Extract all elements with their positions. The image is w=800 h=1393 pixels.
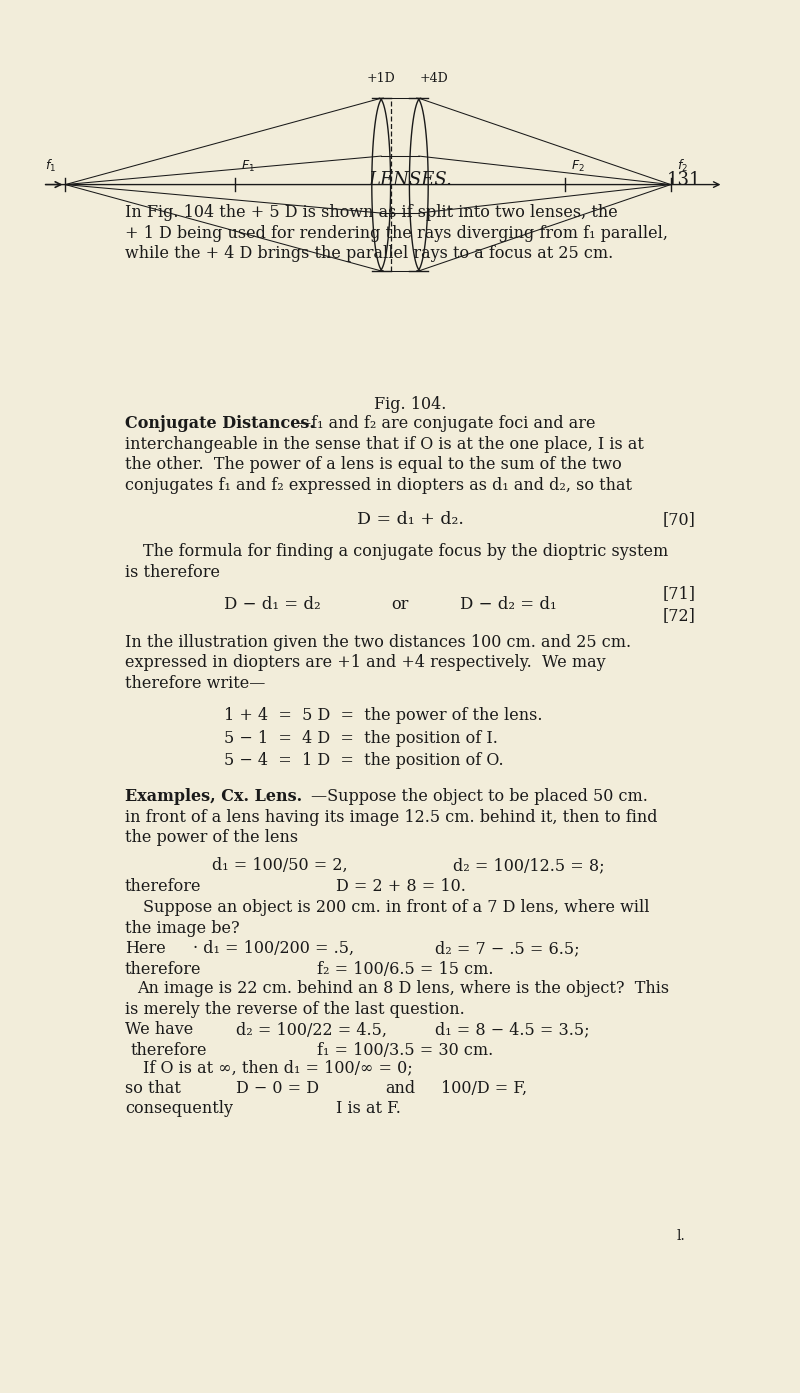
Text: consequently: consequently <box>125 1100 233 1117</box>
Text: while the + 4 D brings the parallel rays to a focus at 25 cm.: while the + 4 D brings the parallel rays… <box>125 245 613 262</box>
Text: f₂ = 100/6.5 = 15 cm.: f₂ = 100/6.5 = 15 cm. <box>317 961 494 978</box>
Text: therefore: therefore <box>131 1042 207 1059</box>
Text: f₁ = 100/3.5 = 30 cm.: f₁ = 100/3.5 = 30 cm. <box>317 1042 494 1059</box>
Text: 1 + 4  =  5 D  =  the power of the lens.: 1 + 4 = 5 D = the power of the lens. <box>224 706 542 724</box>
Text: Here: Here <box>125 940 166 957</box>
Text: [70]: [70] <box>662 511 695 528</box>
Text: therefore: therefore <box>125 878 202 894</box>
Text: [72]: [72] <box>662 607 695 624</box>
Text: therefore: therefore <box>125 961 202 978</box>
Text: d₁ = 100/50 = 2,: d₁ = 100/50 = 2, <box>211 857 347 873</box>
Text: the other.  The power of a lens is equal to the sum of the two: the other. The power of a lens is equal … <box>125 456 622 474</box>
Text: The formula for finding a conjugate focus by the dioptric system: The formula for finding a conjugate focu… <box>143 543 669 560</box>
Text: D = d₁ + d₂.: D = d₁ + d₂. <box>357 511 463 528</box>
Text: —Suppose the object to be placed 50 cm.: —Suppose the object to be placed 50 cm. <box>310 788 648 805</box>
Text: expressed in diopters are +1 and +4 respectively.  We may: expressed in diopters are +1 and +4 resp… <box>125 655 606 671</box>
Text: so that: so that <box>125 1080 181 1096</box>
Text: in front of a lens having its image 12.5 cm. behind it, then to find: in front of a lens having its image 12.5… <box>125 808 658 826</box>
Text: 5 − 1  =  4 D  =  the position of I.: 5 − 1 = 4 D = the position of I. <box>224 730 498 747</box>
Text: D − d₂ = d₁: D − d₂ = d₁ <box>459 596 556 613</box>
Text: 5 − 4  =  1 D  =  the position of O.: 5 − 4 = 1 D = the position of O. <box>224 752 504 769</box>
Text: $F_1$: $F_1$ <box>241 159 254 174</box>
Text: conjugates f₁ and f₂ expressed in diopters as d₁ and d₂, so that: conjugates f₁ and f₂ expressed in diopte… <box>125 476 632 493</box>
Text: If O is at ∞, then d₁ = 100/∞ = 0;: If O is at ∞, then d₁ = 100/∞ = 0; <box>143 1059 413 1077</box>
Text: I is at F.: I is at F. <box>336 1100 401 1117</box>
Text: $f_1$: $f_1$ <box>46 157 56 174</box>
Text: d₂ = 100/22 = 4.5,: d₂ = 100/22 = 4.5, <box>237 1021 387 1038</box>
Text: —f₁ and f₂ are conjugate foci and are: —f₁ and f₂ are conjugate foci and are <box>295 415 596 432</box>
Text: or: or <box>391 596 409 613</box>
Text: D = 2 + 8 = 10.: D = 2 + 8 = 10. <box>336 878 466 894</box>
Text: In Fig. 104 the + 5 D is shown as if split into two lenses, the: In Fig. 104 the + 5 D is shown as if spl… <box>125 203 618 220</box>
Text: Examples, Cx. Lens.: Examples, Cx. Lens. <box>125 788 302 805</box>
Text: +1D: +1D <box>367 72 395 85</box>
Text: + 1 D being used for rendering the rays diverging from f₁ parallel,: + 1 D being used for rendering the rays … <box>125 224 668 241</box>
Text: is therefore: is therefore <box>125 564 220 581</box>
Text: D − d₁ = d₂: D − d₁ = d₂ <box>224 596 321 613</box>
Text: d₂ = 100/12.5 = 8;: d₂ = 100/12.5 = 8; <box>454 857 605 873</box>
Text: and: and <box>386 1080 415 1096</box>
Text: +4D: +4D <box>419 72 448 85</box>
Text: the image be?: the image be? <box>125 919 239 936</box>
Text: Suppose an object is 200 cm. in front of a 7 D lens, where will: Suppose an object is 200 cm. in front of… <box>143 898 650 917</box>
Text: is merely the reverse of the last question.: is merely the reverse of the last questi… <box>125 1000 465 1018</box>
Text: 100/D = F,: 100/D = F, <box>441 1080 527 1096</box>
Text: LENSES.: LENSES. <box>368 171 452 189</box>
Text: D − 0 = D: D − 0 = D <box>237 1080 319 1096</box>
Text: In the illustration given the two distances 100 cm. and 25 cm.: In the illustration given the two distan… <box>125 634 631 651</box>
Text: d₂ = 7 − .5 = 6.5;: d₂ = 7 − .5 = 6.5; <box>435 940 579 957</box>
Text: We have: We have <box>125 1021 193 1038</box>
Text: l.: l. <box>677 1229 686 1243</box>
Text: 131: 131 <box>667 171 702 189</box>
Text: d₁ = 8 − 4.5 = 3.5;: d₁ = 8 − 4.5 = 3.5; <box>435 1021 590 1038</box>
Text: interchangeable in the sense that if O is at the one place, I is at: interchangeable in the sense that if O i… <box>125 436 644 453</box>
Text: therefore write—: therefore write— <box>125 674 265 692</box>
Text: $f_2$: $f_2$ <box>677 157 688 174</box>
Text: [71]: [71] <box>662 585 695 602</box>
Text: Fig. 104.: Fig. 104. <box>374 396 446 412</box>
Text: Conjugate Distances.: Conjugate Distances. <box>125 415 314 432</box>
Text: the power of the lens: the power of the lens <box>125 829 298 846</box>
Text: $F_2$: $F_2$ <box>571 159 586 174</box>
Text: An image is 22 cm. behind an 8 D lens, where is the object?  This: An image is 22 cm. behind an 8 D lens, w… <box>138 981 670 997</box>
Text: · d₁ = 100/200 = .5,: · d₁ = 100/200 = .5, <box>193 940 354 957</box>
